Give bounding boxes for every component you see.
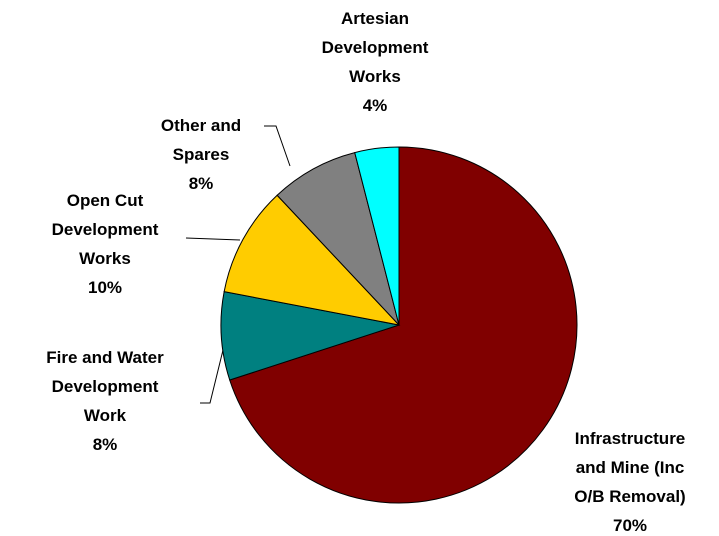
slice-value-label: 8% bbox=[189, 174, 214, 193]
slice-value-label: 10% bbox=[88, 278, 122, 297]
pie-slice bbox=[223, 194, 401, 326]
pie-slice bbox=[354, 146, 400, 326]
pie-slice bbox=[276, 151, 400, 326]
slice-label: Open Cut Development Works bbox=[52, 191, 159, 268]
slice-value-label: 4% bbox=[363, 96, 388, 115]
slice-label: Other and Spares bbox=[161, 116, 241, 164]
leader-line bbox=[200, 345, 225, 404]
pie-slice bbox=[229, 146, 578, 504]
slice-value-label: 8% bbox=[93, 435, 118, 454]
pie-slice bbox=[220, 291, 400, 381]
leader-line bbox=[185, 237, 241, 241]
slice-label: Fire and Water Development Work bbox=[46, 348, 164, 425]
leader-line bbox=[264, 125, 291, 167]
slice-label: Infrastructure and Mine (Inc O/B Removal) bbox=[574, 429, 685, 506]
slice-label: Artesian Development Works bbox=[322, 9, 429, 86]
slice-value-label: 70% bbox=[613, 516, 647, 535]
